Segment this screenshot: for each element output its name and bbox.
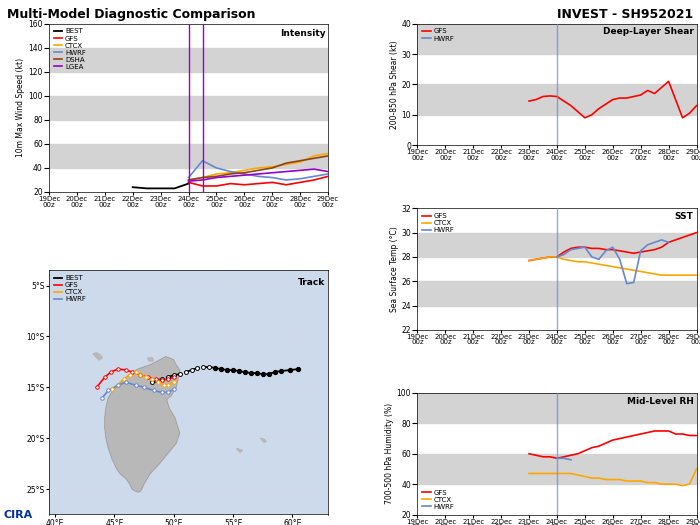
- Text: Track: Track: [298, 278, 326, 287]
- Legend: BEST, GFS, CTCX, HWRF: BEST, GFS, CTCX, HWRF: [52, 274, 88, 304]
- Bar: [417, 24, 696, 54]
- Text: Intensity: Intensity: [280, 29, 326, 38]
- Y-axis label: 700-500 hPa Humidity (%): 700-500 hPa Humidity (%): [385, 403, 394, 505]
- Bar: [417, 85, 696, 115]
- Y-axis label: Sea Surface Temp (°C): Sea Surface Temp (°C): [390, 226, 398, 312]
- Legend: GFS, HWRF: GFS, HWRF: [421, 27, 456, 43]
- Text: Mid-Level RH: Mid-Level RH: [626, 397, 694, 406]
- Polygon shape: [93, 353, 102, 360]
- Polygon shape: [148, 358, 153, 361]
- Polygon shape: [237, 448, 243, 453]
- Legend: BEST, GFS, CTCX, HWRF, DSHA, LGEA: BEST, GFS, CTCX, HWRF, DSHA, LGEA: [52, 27, 88, 71]
- Bar: [49, 144, 328, 168]
- Legend: GFS, CTCX, HWRF: GFS, CTCX, HWRF: [421, 488, 456, 511]
- Bar: [417, 281, 696, 306]
- Bar: [49, 96, 328, 120]
- Text: CIRA: CIRA: [4, 510, 33, 520]
- Legend: GFS, CTCX, HWRF: GFS, CTCX, HWRF: [421, 212, 456, 235]
- Y-axis label: 200-850 hPa Shear (kt): 200-850 hPa Shear (kt): [390, 40, 398, 129]
- Bar: [417, 233, 696, 257]
- Text: SST: SST: [675, 212, 694, 221]
- Polygon shape: [105, 357, 180, 492]
- Polygon shape: [260, 438, 266, 442]
- Text: INVEST - SH952021: INVEST - SH952021: [556, 8, 693, 21]
- Bar: [417, 393, 696, 423]
- Y-axis label: 10m Max Wind Speed (kt): 10m Max Wind Speed (kt): [17, 58, 25, 158]
- Text: Multi-Model Diagnostic Comparison: Multi-Model Diagnostic Comparison: [7, 8, 256, 21]
- Bar: [49, 48, 328, 72]
- Text: Deep-Layer Shear: Deep-Layer Shear: [603, 27, 694, 36]
- Bar: [417, 454, 696, 484]
